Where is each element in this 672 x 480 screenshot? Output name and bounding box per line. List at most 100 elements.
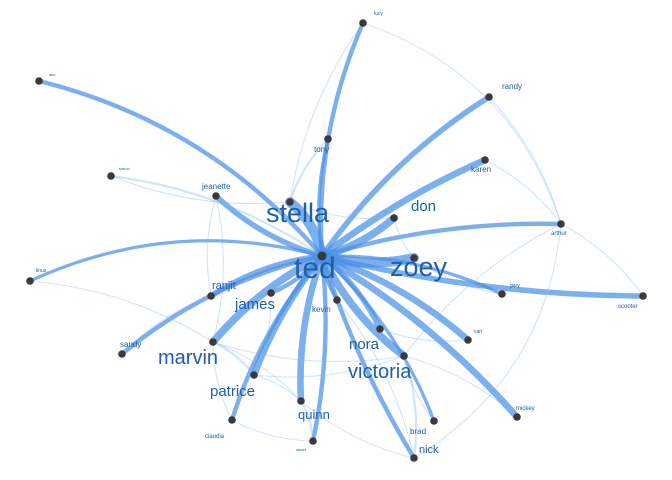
node-label-carl: carl <box>474 329 482 335</box>
edge-zoey-gary <box>413 257 503 295</box>
edge-arthur-victoria <box>403 223 562 357</box>
edge-victoria-mickey <box>403 355 518 418</box>
node-label-sandy: sandy <box>120 340 141 349</box>
node-tony[interactable] <box>324 135 332 143</box>
node-james[interactable] <box>267 289 275 297</box>
edge-layer <box>28 20 646 461</box>
node-label-victoria: victoria <box>348 361 412 383</box>
edge-zoey-don <box>393 217 415 259</box>
node-label-don: don <box>411 198 436 215</box>
node-label-lucy: lucy <box>374 11 383 17</box>
edge-marvin-patrice <box>211 340 256 377</box>
node-label-simon: simon <box>119 166 130 171</box>
node-lucy[interactable] <box>359 19 367 27</box>
node-sandy[interactable] <box>118 350 126 358</box>
edge-patrice-quinn <box>253 374 302 402</box>
node-ranjit[interactable] <box>207 292 215 300</box>
node-label-stella: stella <box>266 198 330 228</box>
node-claudia[interactable] <box>228 416 236 424</box>
node-label-kevin: kevin <box>312 305 331 314</box>
edge-ted-gary <box>320 254 504 296</box>
node-label-ako: ako <box>49 72 56 77</box>
node-brad[interactable] <box>430 417 438 425</box>
edge-ted-quinn <box>297 252 326 405</box>
node-label-linus: linus <box>36 268 47 274</box>
node-quinn[interactable] <box>297 397 305 405</box>
node-label-patrice: patrice <box>210 383 255 400</box>
edge-victoria-nick <box>402 354 418 460</box>
edge-ted-randy <box>319 94 492 259</box>
edge-ted-arthur <box>319 221 564 259</box>
node-victoria[interactable] <box>400 352 408 360</box>
node-karen[interactable] <box>481 156 489 164</box>
edge-stella-lucy <box>289 22 364 203</box>
node-nora[interactable] <box>376 325 384 333</box>
node-kevin[interactable] <box>333 296 341 304</box>
node-label-karen: karen <box>471 165 491 174</box>
edge-claudia-stuart <box>231 419 314 442</box>
edge-stella-don <box>289 201 395 220</box>
node-layer <box>26 19 647 462</box>
edge-arthur-nick <box>413 223 562 459</box>
label-layer: ted zoey stella don lucy randy ako tony karen sim… <box>36 11 638 456</box>
node-mickey[interactable] <box>513 413 521 421</box>
node-label-zoey: zoey <box>390 252 448 282</box>
node-marvin[interactable] <box>209 338 217 346</box>
node-label-arthur: arthur <box>551 231 567 237</box>
node-label-tony: tony <box>314 145 329 154</box>
node-stuart[interactable] <box>309 437 317 445</box>
node-label-nick: nick <box>419 444 439 456</box>
edge-marvin-quinn <box>212 341 302 402</box>
edge-nora-carl <box>379 328 469 342</box>
node-label-ted: ted <box>294 252 336 285</box>
node-label-brad: brad <box>410 427 426 436</box>
node-ako[interactable] <box>35 77 43 85</box>
edge-ted-mickey <box>318 252 521 421</box>
node-label-gary: gary <box>510 283 520 289</box>
node-don[interactable] <box>390 214 398 222</box>
edge-ranjit-sandy <box>121 295 212 355</box>
node-scooter[interactable] <box>639 292 647 300</box>
node-label-nora: nora <box>349 336 380 353</box>
edge-kevin-nick <box>336 299 415 459</box>
edge-james-patrice <box>253 292 272 376</box>
edge-simon-stella <box>110 175 291 205</box>
node-arthur[interactable] <box>557 220 565 228</box>
edge-lucy-arthur <box>362 22 562 225</box>
edge-ted-ako <box>36 78 325 259</box>
node-label-marvin: marvin <box>158 347 218 369</box>
node-randy[interactable] <box>485 93 493 101</box>
node-carl[interactable] <box>464 336 472 344</box>
edge-ted-karen <box>318 156 489 260</box>
edge-ted-linus <box>28 239 324 283</box>
node-gary[interactable] <box>498 290 506 298</box>
node-linus[interactable] <box>26 277 34 285</box>
edge-patrice-victoria <box>253 355 405 378</box>
node-simon[interactable] <box>107 172 115 180</box>
node-zoey[interactable] <box>410 254 418 262</box>
node-label-jeanette: jeanette <box>201 182 231 191</box>
node-nick[interactable] <box>410 454 418 462</box>
node-label-randy: randy <box>502 82 522 91</box>
node-label-mickey: mickey <box>516 406 535 412</box>
node-label-ranjit: ranjit <box>212 280 236 292</box>
edge-marvin-claudia <box>212 341 233 421</box>
edge-victoria-brad <box>403 355 435 422</box>
edge-ted-nick <box>319 253 417 461</box>
edge-ted-claudia <box>229 253 325 423</box>
edge-karen-arthur <box>484 159 562 225</box>
edge-arthur-scooter <box>560 223 644 297</box>
node-ted[interactable] <box>317 251 327 261</box>
edge-randy-arthur <box>488 96 562 225</box>
edge-jeanette-marvin <box>212 195 224 343</box>
node-stella[interactable] <box>286 198 294 206</box>
edge-ted-tony <box>317 137 330 258</box>
edge-ted-stuart <box>310 253 328 444</box>
edge-linus-marvin <box>29 280 214 343</box>
edge-ted-victoria <box>318 252 408 360</box>
node-label-stuart: stuart <box>296 447 307 452</box>
node-jeanette[interactable] <box>212 192 220 200</box>
node-label-quinn: quinn <box>298 407 330 422</box>
node-patrice[interactable] <box>250 371 258 379</box>
